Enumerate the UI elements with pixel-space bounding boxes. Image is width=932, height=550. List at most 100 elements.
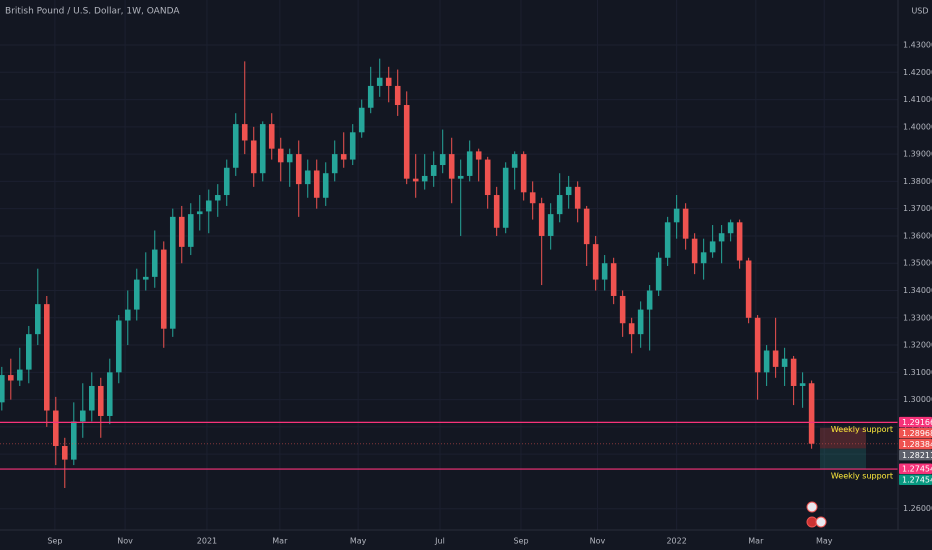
y-tick-label: 1.30000 [903,395,932,404]
candle-body [376,77,383,86]
candle-body [547,214,554,236]
candle-body [97,385,104,416]
x-tick-label: May [816,537,833,546]
candle-body [241,124,248,141]
candle-body [709,241,716,253]
y-tick-label: 1.34000 [903,286,932,295]
candle-body [556,195,563,215]
candle-body [223,167,230,196]
y-tick-label: 1.33000 [903,313,932,322]
candle-body [673,208,680,223]
price-label: 1.27454 [902,476,932,485]
candle-body [385,77,392,86]
candle-body [646,290,653,310]
candle-body [421,175,428,182]
candle-body [169,216,176,329]
candle-body [457,175,464,179]
candle-body [367,85,374,108]
y-tick-label: 1.41000 [903,95,932,104]
y-tick-label: 1.37000 [903,204,932,213]
y-tick-label: 1.43000 [903,41,932,50]
candle-body [754,317,761,373]
candle-body [538,203,545,236]
candle-body [44,304,50,411]
candle-body [70,421,77,460]
y-tick-label: 1.39000 [903,150,932,159]
candle-body [115,320,122,373]
x-tick-label: Nov [117,537,133,546]
y-tick-label: 1.36000 [903,231,932,240]
support-label: Weekly support [831,425,893,434]
price-label-bg [899,463,932,475]
y-tick-label: 1.32000 [903,341,932,350]
event-icon[interactable] [815,516,827,528]
candle-body [664,222,671,258]
candle-body [799,383,806,386]
candle-body [205,200,212,212]
candle-body [79,410,86,422]
candle-body [187,214,194,247]
candle-body [619,295,626,324]
candle-body [583,208,590,245]
candle-body [142,276,149,280]
candle-body [592,244,599,280]
candle-body [439,154,446,166]
candle-body [8,375,14,381]
candle-body [610,263,617,296]
candle-body [637,309,644,335]
x-tick-label: Sep [513,537,528,546]
event-icons [806,501,827,528]
candle-body [511,154,518,168]
x-tick-label: Sep [47,537,62,546]
candle-body [358,107,365,133]
candle-body [295,154,302,185]
candle-body [52,410,59,446]
candle-body [160,249,167,329]
candle-body [700,252,707,264]
price-label: 1.28384 [902,440,932,449]
candle-body [286,154,293,163]
candle-body [655,257,662,291]
candle-body [628,323,635,335]
candle-body [340,154,347,160]
candle-body [484,159,491,196]
candle-body [412,178,419,182]
candle-body [331,154,338,174]
candles [0,58,815,488]
chart-title: British Pound / U.S. Dollar, 1W, OANDA [5,7,180,17]
x-tick-label: Mar [748,537,764,546]
candle-body [493,195,500,228]
y-tick-label: 1.31000 [903,368,932,377]
candle-body [322,173,329,198]
candle-body [268,124,275,149]
x-tick-label: Nov [590,537,606,546]
candle-body [430,165,437,176]
candle-body [17,369,23,381]
candle-body [88,385,95,411]
candle-body [466,151,473,176]
y-tick-label: 1.42000 [903,68,932,77]
candle-body [520,154,527,193]
y-tick-label: 1.26000 [903,504,932,513]
event-icon[interactable] [806,501,818,513]
price-label-bg [899,427,932,439]
candle-body [178,216,185,247]
x-tick-label: 2022 [666,537,686,546]
candle-body [196,211,203,215]
candle-body [682,208,689,239]
candle-body [304,170,311,185]
candle-body [214,195,221,201]
candle-body [745,260,752,318]
candle-body [106,372,113,416]
candle-body [691,238,698,264]
candle-body [772,350,779,367]
candle-body [790,358,797,386]
price-label-bg [899,474,932,486]
candle-body [313,170,320,198]
price-label-bg [899,438,932,450]
price-label: 1.28211 [902,451,932,460]
candle-body [574,186,581,209]
candle-body [232,124,239,168]
